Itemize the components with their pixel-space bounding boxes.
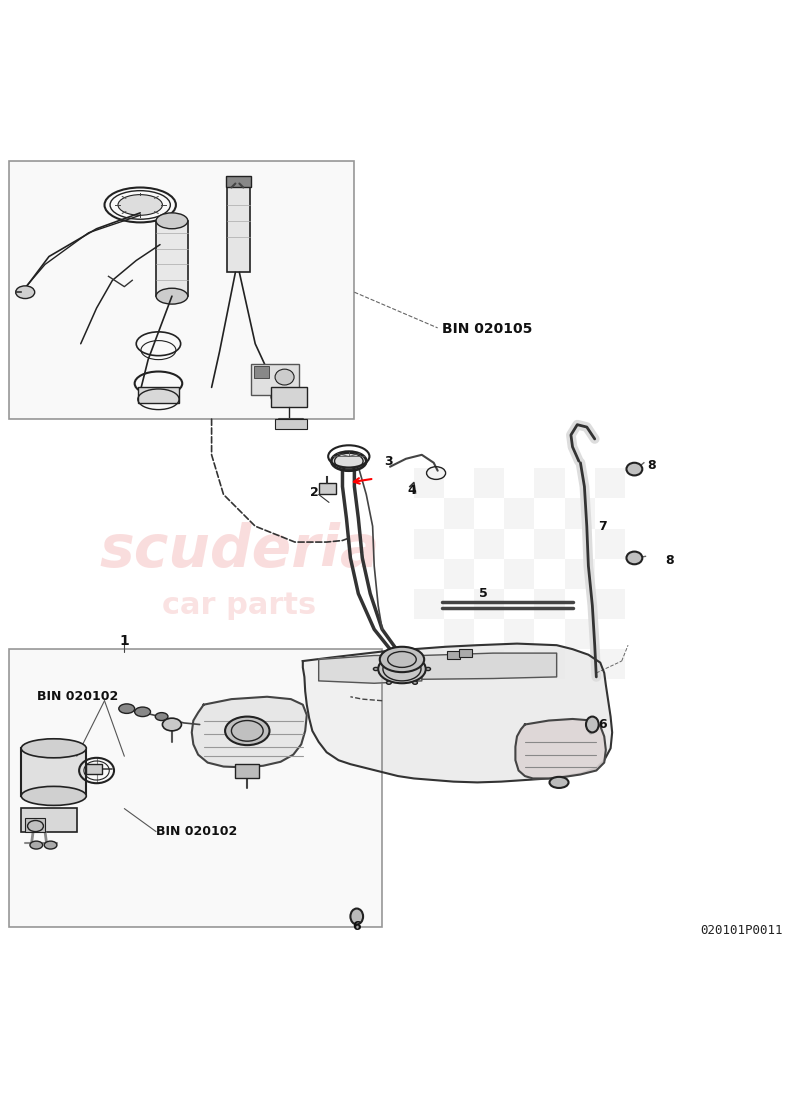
Bar xyxy=(252,364,298,395)
Bar xyxy=(86,764,102,773)
Ellipse shape xyxy=(155,713,168,721)
Polygon shape xyxy=(515,719,606,779)
Bar xyxy=(414,588,444,619)
Bar xyxy=(138,387,179,404)
Ellipse shape xyxy=(549,777,568,788)
Text: 1: 1 xyxy=(119,635,129,648)
Text: 6: 6 xyxy=(599,718,607,732)
Ellipse shape xyxy=(21,739,86,758)
Bar xyxy=(534,649,564,680)
Text: 3: 3 xyxy=(384,454,392,467)
Text: 7: 7 xyxy=(599,519,607,532)
Bar xyxy=(564,619,595,649)
Ellipse shape xyxy=(275,370,294,385)
Bar xyxy=(534,469,564,498)
Bar xyxy=(444,619,474,649)
Bar xyxy=(595,469,625,498)
Bar xyxy=(474,588,505,619)
Ellipse shape xyxy=(156,288,188,304)
Ellipse shape xyxy=(387,653,392,657)
Bar xyxy=(564,559,595,588)
Ellipse shape xyxy=(271,389,295,405)
Text: BIN 020102: BIN 020102 xyxy=(37,690,119,703)
Bar xyxy=(228,177,250,273)
Bar xyxy=(474,649,505,680)
Bar xyxy=(505,559,534,588)
Text: 2: 2 xyxy=(310,486,318,499)
Text: 020101P0011: 020101P0011 xyxy=(700,924,782,937)
Ellipse shape xyxy=(119,704,135,714)
Ellipse shape xyxy=(331,452,366,471)
Bar xyxy=(226,176,252,187)
Ellipse shape xyxy=(426,668,431,671)
Bar xyxy=(595,588,625,619)
Text: 8: 8 xyxy=(647,459,656,472)
Text: 4: 4 xyxy=(407,484,416,497)
Bar xyxy=(474,529,505,559)
Ellipse shape xyxy=(626,463,642,475)
Polygon shape xyxy=(302,644,612,782)
Ellipse shape xyxy=(387,681,392,684)
Bar xyxy=(271,387,306,407)
Bar xyxy=(21,807,76,832)
Bar xyxy=(10,649,382,927)
Bar xyxy=(474,469,505,498)
Ellipse shape xyxy=(412,653,417,657)
Ellipse shape xyxy=(135,707,150,716)
Ellipse shape xyxy=(21,786,86,805)
Bar xyxy=(236,764,259,779)
Bar xyxy=(25,818,45,833)
Text: BIN 020105: BIN 020105 xyxy=(442,322,532,337)
Bar xyxy=(505,498,534,529)
Bar xyxy=(275,419,306,429)
Ellipse shape xyxy=(30,842,43,849)
Bar xyxy=(10,162,354,419)
Ellipse shape xyxy=(225,716,270,745)
Bar xyxy=(414,469,444,498)
Ellipse shape xyxy=(16,286,35,298)
Bar xyxy=(459,649,472,657)
Text: scuderia: scuderia xyxy=(100,521,380,579)
Polygon shape xyxy=(318,656,422,683)
Bar xyxy=(444,498,474,529)
Bar xyxy=(595,529,625,559)
Ellipse shape xyxy=(412,681,417,684)
Ellipse shape xyxy=(45,842,57,849)
Bar xyxy=(595,649,625,680)
Polygon shape xyxy=(422,653,556,680)
Ellipse shape xyxy=(380,647,424,672)
Bar xyxy=(444,559,474,588)
Bar xyxy=(254,366,270,378)
Ellipse shape xyxy=(118,195,162,216)
Bar xyxy=(534,529,564,559)
Bar xyxy=(534,588,564,619)
Ellipse shape xyxy=(586,716,599,733)
Bar xyxy=(318,483,336,495)
Text: car parts: car parts xyxy=(162,591,317,620)
Bar xyxy=(564,498,595,529)
Text: BIN 020102: BIN 020102 xyxy=(156,825,237,838)
Bar xyxy=(505,619,534,649)
Text: 5: 5 xyxy=(479,587,488,601)
Bar xyxy=(156,221,188,296)
Bar xyxy=(21,748,86,796)
Bar xyxy=(414,529,444,559)
Ellipse shape xyxy=(156,213,188,229)
Ellipse shape xyxy=(350,909,363,924)
Ellipse shape xyxy=(373,668,378,671)
Ellipse shape xyxy=(378,654,426,683)
Bar xyxy=(447,651,460,659)
Ellipse shape xyxy=(162,718,181,730)
Ellipse shape xyxy=(626,551,642,564)
Bar xyxy=(414,649,444,680)
Polygon shape xyxy=(192,696,306,768)
Text: 8: 8 xyxy=(665,553,673,566)
Text: 6: 6 xyxy=(353,921,361,933)
